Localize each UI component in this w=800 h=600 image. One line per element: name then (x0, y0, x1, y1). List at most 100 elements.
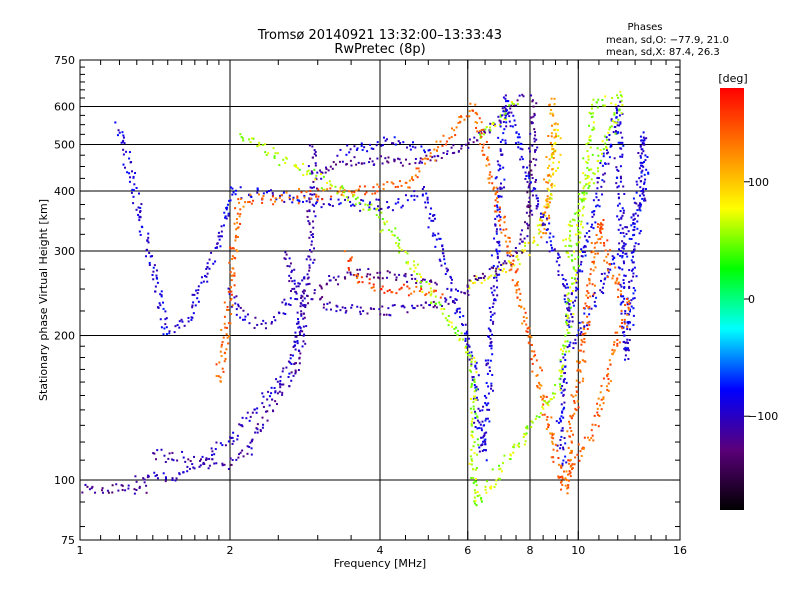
echo-point (502, 228, 505, 231)
echo-point (288, 274, 291, 277)
echo-point (534, 131, 537, 134)
echo-point (603, 172, 606, 175)
echo-point (619, 175, 622, 178)
echo-point (568, 420, 571, 423)
echo-point (294, 362, 297, 365)
echo-point (176, 324, 179, 327)
echo-point (370, 147, 373, 150)
echo-point (121, 488, 124, 491)
echo-point (564, 442, 567, 445)
echo-point (282, 191, 285, 194)
echo-point (293, 287, 296, 290)
echo-point (470, 424, 473, 427)
echo-point (312, 226, 315, 229)
echo-point (239, 213, 242, 216)
echo-point (466, 285, 469, 288)
echo-point (576, 369, 579, 372)
echo-point (171, 451, 174, 454)
echo-point (229, 286, 232, 289)
echo-point (627, 349, 630, 352)
echo-point (135, 208, 138, 211)
echo-point (501, 107, 504, 110)
echo-point (377, 216, 380, 219)
echo-point (261, 197, 264, 200)
echo-point (224, 216, 227, 219)
echo-point (496, 255, 499, 258)
echo-point (471, 436, 474, 439)
echo-point (616, 253, 619, 256)
echo-point (633, 266, 636, 269)
echo-point (276, 392, 279, 395)
echo-point (229, 299, 232, 302)
echo-point (298, 187, 301, 190)
echo-point (86, 485, 89, 488)
echo-point (234, 193, 237, 196)
echo-point (465, 346, 468, 349)
echo-point (135, 480, 138, 483)
echo-point (546, 195, 549, 198)
echo-point (232, 440, 235, 443)
echo-point (524, 221, 527, 224)
echo-point (490, 485, 493, 488)
echo-point (574, 257, 577, 260)
echo-point (311, 298, 314, 301)
echo-point (338, 203, 341, 206)
echo-point (559, 481, 562, 484)
echo-point (451, 325, 454, 328)
echo-point (475, 361, 478, 364)
echo-point (308, 198, 311, 201)
echo-point (584, 302, 587, 305)
echo-point (419, 160, 422, 163)
echo-point (345, 309, 348, 312)
echo-point (564, 345, 567, 348)
echo-point (499, 467, 502, 470)
echo-point (621, 251, 624, 254)
echo-point (597, 397, 600, 400)
echo-point (591, 215, 594, 218)
echo-point (426, 157, 429, 160)
echo-point (577, 269, 580, 272)
echo-point (584, 245, 587, 248)
echo-point (550, 436, 553, 439)
echo-point (492, 123, 495, 126)
echo-point (339, 309, 342, 312)
echo-point (504, 94, 507, 97)
echo-point (499, 120, 502, 123)
echo-point (492, 266, 495, 269)
echo-point (133, 492, 136, 495)
echo-point (625, 232, 628, 235)
echo-point (545, 428, 548, 431)
echo-point (274, 391, 277, 394)
echo-point (623, 274, 626, 277)
echo-point (258, 141, 261, 144)
echo-point (299, 326, 302, 329)
echo-point (304, 304, 307, 307)
echo-point (319, 298, 322, 301)
echo-point (594, 221, 597, 224)
echo-point (394, 143, 397, 146)
echo-point (596, 181, 599, 184)
echo-point (616, 186, 619, 189)
echo-point (464, 143, 467, 146)
echo-point (611, 258, 614, 261)
echo-point (368, 206, 371, 209)
echo-point (357, 188, 360, 191)
echo-point (563, 372, 566, 375)
echo-point (486, 158, 489, 161)
echo-point (542, 222, 545, 225)
echo-point (419, 275, 422, 278)
echo-point (590, 112, 593, 115)
echo-point (566, 340, 569, 343)
echo-point (154, 474, 157, 477)
echo-point (639, 209, 642, 212)
echo-point (622, 245, 625, 248)
echo-point (640, 152, 643, 155)
echo-point (614, 282, 617, 285)
colorbar-tick-label: 100 (748, 176, 769, 189)
echo-point (244, 201, 247, 204)
echo-point (383, 291, 386, 294)
echo-point (602, 377, 605, 380)
echo-point (468, 110, 471, 113)
echo-point (624, 312, 627, 315)
echo-point (230, 313, 233, 316)
